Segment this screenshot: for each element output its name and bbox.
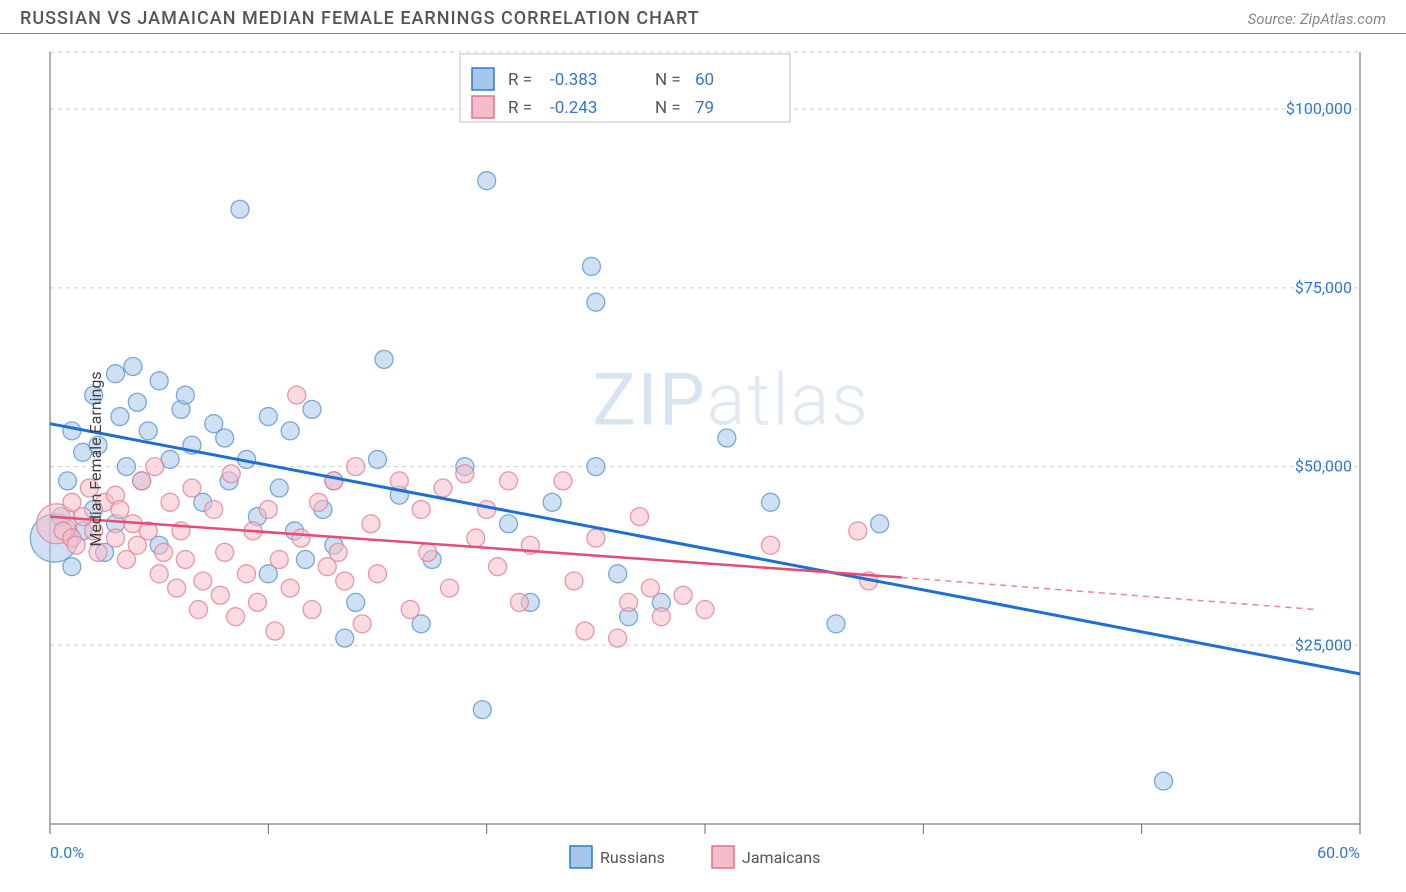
scatter-chart: $25,000 $50,000 $75,000 $100,000 0.0% 60.0… xyxy=(0,34,1406,884)
svg-text:R =: R = xyxy=(508,98,532,118)
svg-text:$75,000: $75,000 xyxy=(1291,278,1352,297)
svg-text:Jamaicans: Jamaicans xyxy=(742,848,820,867)
svg-text:$25,000: $25,000 xyxy=(1291,635,1352,654)
svg-text:$100,000: $100,000 xyxy=(1282,99,1352,118)
svg-text:79: 79 xyxy=(695,98,714,118)
svg-text:-0.383: -0.383 xyxy=(550,70,597,90)
svg-text:R =: R = xyxy=(508,70,532,90)
chart-header: RUSSIAN VS JAMAICAN MEDIAN FEMALE EARNIN… xyxy=(0,0,1406,34)
svg-text:-0.243: -0.243 xyxy=(550,98,597,118)
svg-text:60: 60 xyxy=(695,70,714,90)
y-axis-label: Median Female Earnings xyxy=(86,371,105,546)
svg-text:N =: N = xyxy=(655,70,681,90)
svg-text:60.0%: 60.0% xyxy=(1317,843,1360,862)
chart-title: RUSSIAN VS JAMAICAN MEDIAN FEMALE EARNIN… xyxy=(20,8,700,29)
svg-text:$50,000: $50,000 xyxy=(1291,457,1352,476)
svg-text:0.0%: 0.0% xyxy=(50,843,84,862)
svg-text:Russians: Russians xyxy=(600,848,665,867)
chart-area: Median Female Earnings ZIPatlas $25,000 … xyxy=(0,34,1406,884)
chart-source: Source: ZipAtlas.com xyxy=(1248,10,1386,28)
svg-text:N =: N = xyxy=(655,98,681,118)
